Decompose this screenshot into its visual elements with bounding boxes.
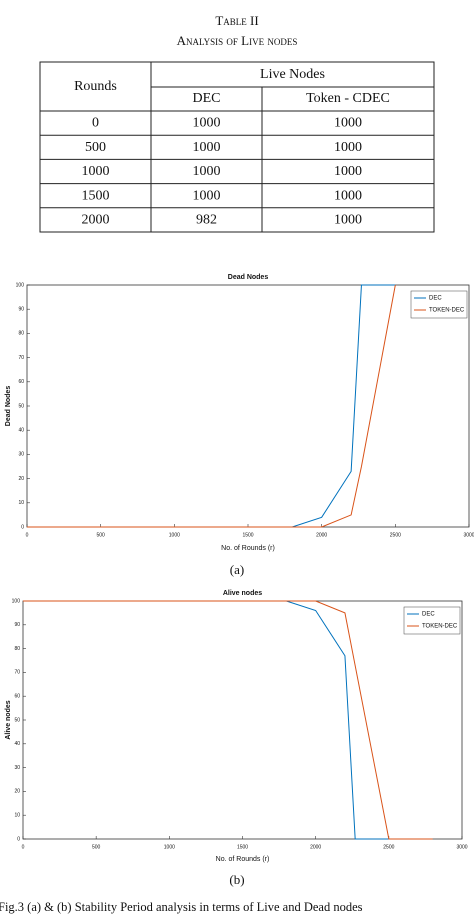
- table-cell: 1500: [82, 188, 110, 203]
- chart-title: Dead Nodes: [228, 274, 269, 281]
- y-tick-label: 80: [14, 646, 20, 652]
- y-axis-label: Alive nodes: [5, 700, 12, 739]
- y-tick-label: 40: [18, 428, 24, 434]
- legend-label: TOKEN-DEC: [422, 624, 458, 630]
- plot-area: [22, 600, 463, 840]
- table-header: Rounds: [74, 79, 117, 94]
- table-title: Table II: [215, 13, 258, 28]
- y-tick-label: 60: [14, 694, 20, 700]
- table: Rounds Live Nodes DEC Token - CDEC: [39, 61, 435, 233]
- table-header: DEC: [193, 91, 221, 106]
- table-header: Token - CDEC: [306, 91, 390, 106]
- caption: (a): [230, 562, 244, 577]
- y-tick-label: 50: [18, 403, 24, 409]
- x-tick-label: 2000: [316, 532, 327, 538]
- table-cell: 1000: [334, 140, 362, 155]
- table-cell: 1000: [334, 213, 362, 228]
- table-header: Live Nodes: [260, 67, 325, 82]
- y-tick-label: 30: [14, 765, 20, 771]
- y-tick-label: 20: [18, 476, 24, 482]
- y-tick-label: 70: [14, 670, 20, 676]
- table-cell: 2000: [82, 213, 110, 228]
- x-tick-label: 1500: [237, 844, 248, 850]
- y-tick-label: 10: [18, 500, 24, 506]
- table-cell: 1000: [193, 188, 221, 203]
- legend-label: DEC: [429, 296, 442, 302]
- x-tick-label: 3000: [463, 532, 474, 538]
- x-tick-label: 2500: [383, 844, 394, 850]
- table-cell: 1000: [334, 116, 362, 131]
- table-cell: 1000: [82, 164, 110, 179]
- x-tick-label: 500: [92, 844, 101, 850]
- y-axis-label: Dead Nodes: [5, 386, 12, 427]
- y-tick-label: 0: [17, 836, 20, 842]
- x-tick-label: 0: [22, 844, 25, 850]
- y-tick-label: 90: [18, 307, 24, 313]
- legend: [410, 290, 468, 319]
- table-cell: 1000: [334, 188, 362, 203]
- y-tick-label: 80: [18, 331, 24, 337]
- legend-label: TOKEN-DEC: [429, 308, 465, 314]
- table-cell: 1000: [193, 140, 221, 155]
- table-cell: 500: [85, 140, 106, 155]
- table-cell: 1000: [193, 116, 221, 131]
- y-tick-label: 30: [18, 452, 24, 458]
- x-tick-label: 2500: [390, 532, 401, 538]
- table-cell: 0: [92, 116, 99, 131]
- y-tick-label: 50: [14, 717, 20, 723]
- caption: (b): [229, 872, 244, 887]
- x-tick-label: 1000: [164, 844, 175, 850]
- y-tick-label: 100: [16, 282, 25, 288]
- data-line: [23, 600, 433, 840]
- y-tick-label: 40: [14, 741, 20, 747]
- chart-title: Alive nodes: [223, 590, 262, 597]
- y-tick-label: 20: [14, 789, 20, 795]
- y-tick-label: 90: [14, 622, 20, 628]
- x-tick-label: 1500: [242, 532, 253, 538]
- legend-label: DEC: [422, 612, 435, 618]
- table-subtitle: Analysis of Live nodes: [177, 33, 298, 48]
- data-line: [27, 284, 396, 528]
- table-cell: 1000: [334, 164, 362, 179]
- table-cell: 1000: [193, 164, 221, 179]
- x-tick-label: 1000: [169, 532, 180, 538]
- figure-caption: Fig.3 (a) & (b) Stability Period analysi…: [0, 900, 363, 914]
- x-tick-label: 500: [96, 532, 105, 538]
- y-tick-label: 70: [18, 355, 24, 361]
- x-tick-label: 3000: [456, 844, 467, 850]
- x-axis-label: No. of Rounds (r): [221, 545, 275, 552]
- table-border: [39, 61, 435, 233]
- y-tick-label: 10: [14, 813, 20, 819]
- y-tick-label: 100: [12, 598, 21, 604]
- y-tick-label: 60: [18, 379, 24, 385]
- x-tick-label: 2000: [310, 844, 321, 850]
- plot-area: [26, 284, 470, 528]
- legend: [403, 606, 461, 635]
- x-axis-label: No. of Rounds (r): [216, 856, 270, 863]
- table-cell: 982: [196, 213, 217, 228]
- x-tick-label: 0: [26, 532, 29, 538]
- y-tick-label: 0: [21, 524, 24, 530]
